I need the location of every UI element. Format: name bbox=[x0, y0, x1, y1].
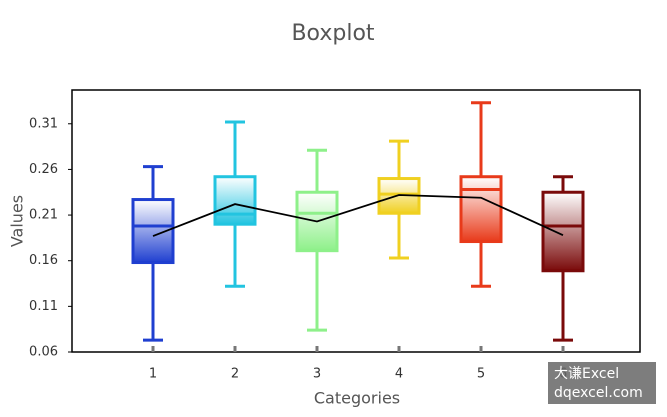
watermark-bg bbox=[548, 362, 656, 404]
y-tick-label: 0.21 bbox=[29, 208, 58, 223]
y-axis-label: Values bbox=[8, 195, 27, 247]
y-tick-label: 0.11 bbox=[29, 299, 58, 314]
y-tick-label: 0.31 bbox=[29, 116, 58, 131]
watermark: dqexcel.com bbox=[554, 385, 643, 401]
mean-line bbox=[152, 194, 564, 237]
box bbox=[213, 175, 257, 226]
x-axis-label: Categories bbox=[314, 389, 400, 408]
y-tick-label: 0.06 bbox=[29, 345, 58, 360]
x-tick-label: 4 bbox=[395, 367, 403, 382]
y-tick-label: 0.26 bbox=[29, 162, 58, 177]
y-tick-label: 0.16 bbox=[29, 253, 58, 268]
x-tick-label: 2 bbox=[231, 367, 239, 382]
box bbox=[459, 175, 503, 244]
x-tick-label: 3 bbox=[313, 367, 321, 382]
watermark: 大谦Excel bbox=[554, 366, 619, 382]
plot-frame bbox=[71, 89, 641, 353]
box bbox=[541, 190, 585, 273]
x-tick-label: 1 bbox=[149, 367, 157, 382]
x-tick-label: 5 bbox=[477, 367, 485, 382]
chart-title: Boxplot bbox=[291, 21, 374, 46]
